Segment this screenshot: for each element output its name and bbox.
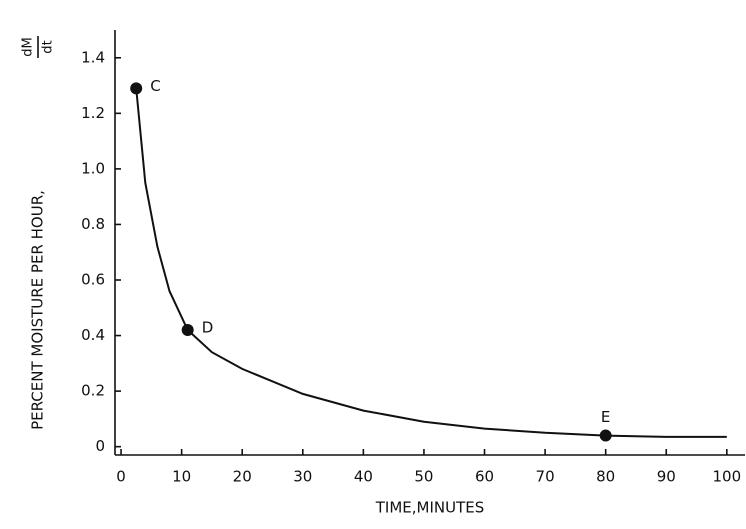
x-tick-label: 10 <box>172 468 191 486</box>
y-tick-label: 1.0 <box>81 159 105 177</box>
y-tick-label: 1.4 <box>81 48 105 66</box>
y-tick-label: 0.6 <box>81 271 105 289</box>
x-tick-label: 90 <box>657 468 676 486</box>
x-tick-label: 70 <box>536 468 555 486</box>
point-label: E <box>601 408 610 426</box>
point-label: C <box>150 77 160 95</box>
x-tick-label: 100 <box>713 468 742 486</box>
y-fraction-numerator: dM <box>21 37 36 56</box>
curve <box>135 88 727 438</box>
labeled-point <box>599 429 612 442</box>
x-tick-label: 20 <box>233 468 252 486</box>
x-axis-title: TIME,MINUTES <box>375 499 485 517</box>
x-tick-label: 30 <box>293 468 312 486</box>
y-axis-title-group: PERCENT MOISTURE PER HOUR, dM dt <box>21 36 56 430</box>
x-tick-label: 80 <box>596 468 615 486</box>
y-fraction-denominator: dt <box>41 40 56 53</box>
x-tick-label: 40 <box>354 468 373 486</box>
y-tick-label: 0.2 <box>81 382 105 400</box>
y-tick-label: 1.2 <box>81 104 105 122</box>
labeled-point <box>181 324 194 336</box>
y-tick-label: 0 <box>95 437 105 455</box>
labeled-point <box>130 82 143 95</box>
y-tick-label: 0.8 <box>81 215 105 233</box>
x-tick-label: 0 <box>116 468 126 486</box>
y-tick-label: 0.4 <box>81 326 105 344</box>
x-tick-label: 60 <box>475 468 494 486</box>
x-tick-label: 50 <box>414 468 433 486</box>
y-axis-title: PERCENT MOISTURE PER HOUR, <box>29 190 47 430</box>
point-label: D <box>202 319 214 337</box>
